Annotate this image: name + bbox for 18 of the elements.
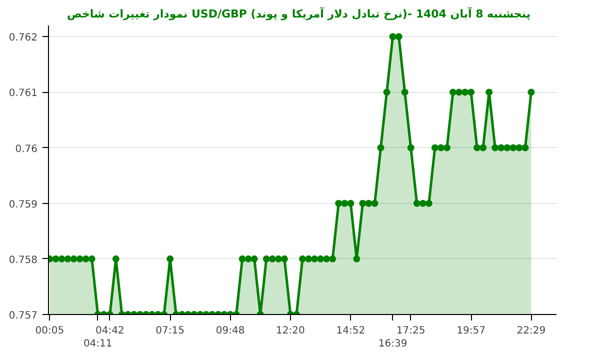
x-tick-label: 07:15: [156, 326, 184, 336]
x-tick-label: 17:25: [396, 326, 426, 336]
y-tick-label: 0.76: [15, 144, 38, 155]
y-tick-label: 0.759: [8, 199, 38, 210]
y-tick-label: 0.761: [8, 88, 38, 100]
y-tick-label: 0.757: [8, 310, 38, 322]
x-tick-label: 04:42: [95, 326, 124, 336]
y-tick-label: 0.762: [8, 32, 38, 44]
x-tick-label: 22:29: [516, 326, 546, 336]
x-tick-label: 14:52: [336, 326, 366, 336]
x-tick-label: 19:57: [456, 326, 486, 336]
x-tick-label: 16:39: [378, 338, 408, 350]
y-tick-label: 0.758: [8, 254, 38, 266]
x-tick-label: 00:05: [35, 326, 64, 336]
x-tick-label: 04:11: [83, 338, 112, 350]
chart-title: نمودار تغییرات شاخص USD/GBP (نرخ تبادل دلار آمریکا و پوند)- پنجشنبه 8 آبان 1404: [66, 6, 530, 20]
x-tick-label: 12:20: [276, 326, 305, 336]
x-tick-label: 09:48: [216, 326, 245, 336]
